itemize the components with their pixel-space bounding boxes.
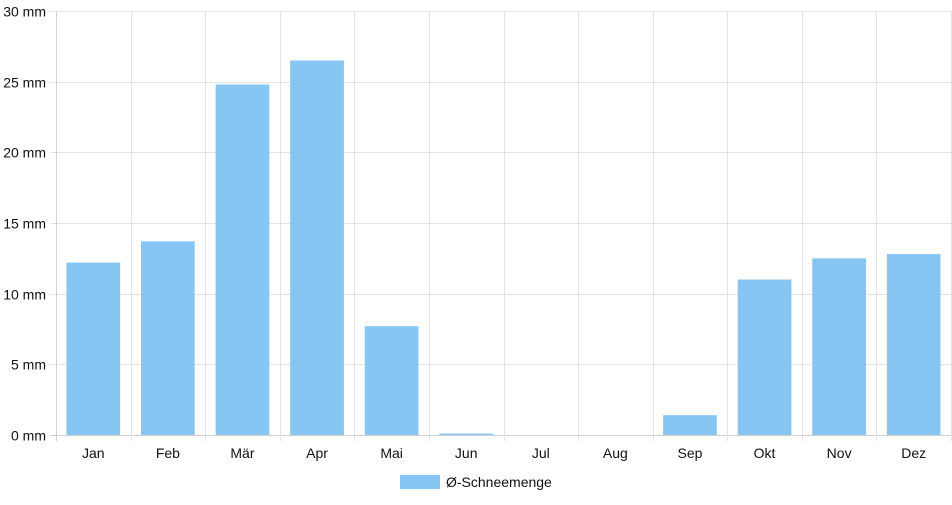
- y-tick-label: 5 mm: [11, 357, 46, 373]
- x-tick-label: Sep: [677, 445, 702, 461]
- x-tick-label: Jul: [532, 445, 550, 461]
- x-tick-label: Jan: [82, 445, 105, 461]
- x-axis-ticks: Jan Feb Mär Apr Mai Jun Jul Aug Sep Okt Nov Dez: [82, 445, 926, 461]
- x-tick-label: Mär: [230, 445, 254, 461]
- bar-okt[interactable]: [737, 279, 792, 435]
- x-tick-label: Feb: [156, 445, 180, 461]
- y-tick-label: 30 mm: [3, 4, 46, 20]
- bar-nov[interactable]: [812, 258, 866, 435]
- y-axis-ticks: 0 mm 5 mm 10 mm 15 mm 20 mm 25 mm 30 mm: [3, 4, 46, 444]
- x-tick-label: Mai: [380, 445, 403, 461]
- y-tick-label: 25 mm: [3, 75, 46, 91]
- bar-jun[interactable]: [439, 433, 494, 435]
- x-tick-label: Nov: [827, 445, 852, 461]
- bar-mai[interactable]: [364, 326, 419, 435]
- bar-dez[interactable]: [886, 254, 941, 435]
- x-tick-label: Okt: [754, 445, 776, 461]
- y-tick-label: 15 mm: [3, 216, 46, 232]
- x-tick-label: Dez: [901, 445, 926, 461]
- x-tick-label: Jun: [455, 445, 478, 461]
- legend[interactable]: Ø-Schneemenge: [400, 474, 552, 490]
- legend-swatch: [400, 475, 440, 489]
- grid: [50, 11, 952, 441]
- legend-label: Ø-Schneemenge: [446, 474, 552, 490]
- bar-sep[interactable]: [663, 415, 717, 435]
- x-tick-label: Aug: [603, 445, 628, 461]
- bar-apr[interactable]: [290, 60, 344, 435]
- y-tick-label: 0 mm: [11, 428, 46, 444]
- y-tick-label: 10 mm: [3, 287, 46, 303]
- y-tick-label: 20 mm: [3, 145, 46, 161]
- bars: [66, 60, 941, 435]
- bar-feb[interactable]: [141, 241, 195, 435]
- bar-mär[interactable]: [215, 84, 270, 435]
- x-tick-label: Apr: [306, 445, 328, 461]
- bar-jan[interactable]: [66, 262, 121, 435]
